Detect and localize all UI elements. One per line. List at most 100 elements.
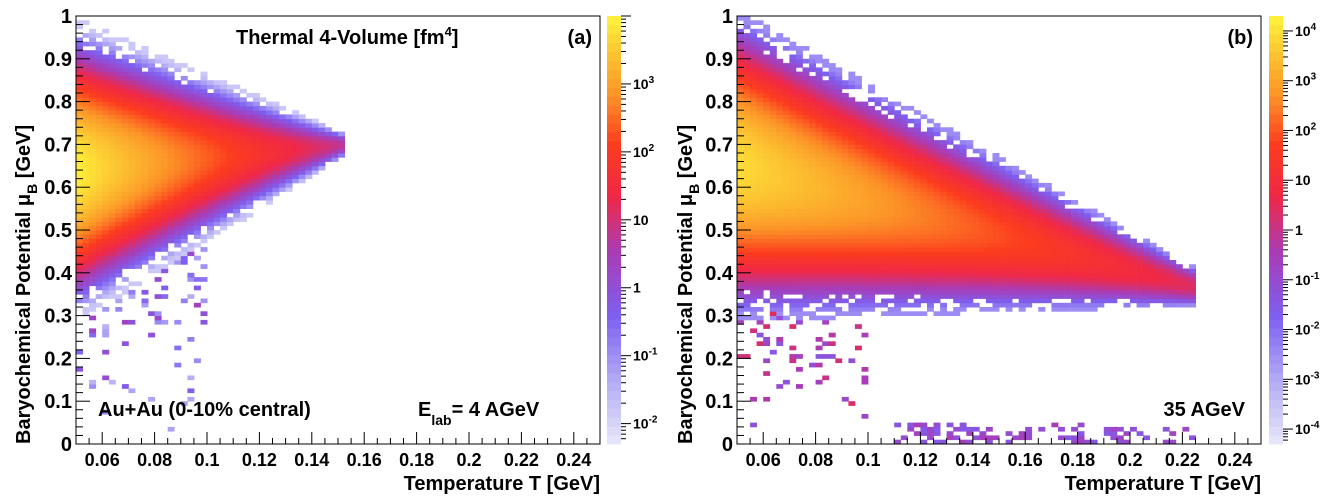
colorbar-swatch [1269, 149, 1283, 160]
heatmap-cell [193, 88, 201, 94]
heatmap-cell [1130, 255, 1137, 261]
heatmap-cell [927, 217, 934, 222]
heatmap-cell [841, 127, 849, 132]
y-tick-label: 0.1 [705, 391, 733, 413]
heatmap-cell [1103, 242, 1111, 248]
heatmap-cell [180, 101, 188, 107]
heatmap-cell [940, 165, 947, 171]
heatmap-cell [756, 277, 764, 282]
heatmap-cell [239, 200, 247, 205]
heatmap-cell [246, 178, 254, 184]
heatmap-cell [750, 46, 757, 51]
heatmap-cell [802, 127, 810, 132]
heatmap-cell [881, 255, 888, 261]
heatmap-cell [95, 208, 103, 214]
heatmap-cell [848, 221, 856, 227]
heatmap-cell [999, 174, 1006, 180]
heatmap-cell [1038, 200, 1046, 205]
heatmap-cell [946, 170, 954, 175]
heatmap-cell [953, 247, 961, 252]
heatmap-cell [154, 315, 162, 321]
heatmap-cell [292, 157, 300, 162]
heatmap-cell [809, 58, 816, 64]
heatmap-cell [796, 277, 803, 282]
heatmap-cell [809, 123, 816, 128]
heatmap-cell [1182, 277, 1190, 282]
heatmap-cell [102, 260, 110, 265]
colorbar-swatch [1269, 247, 1283, 258]
heatmap-cell [180, 260, 188, 265]
heatmap-cell [1123, 251, 1131, 257]
heatmap-cell [95, 114, 103, 120]
heatmap-cell [1005, 191, 1013, 197]
heatmap-cell [953, 255, 961, 261]
heatmap-cell [796, 217, 803, 222]
heatmap-cell [154, 187, 162, 192]
heatmap-cell [1110, 435, 1118, 441]
heatmap-cell [1116, 255, 1124, 261]
heatmap-cell [789, 157, 797, 162]
heatmap-cell [135, 174, 142, 180]
heatmap-cell [102, 375, 110, 381]
heatmap-cell [763, 285, 771, 291]
heatmap-cell [782, 208, 790, 214]
heatmap-cell [1044, 251, 1052, 257]
heatmap-cell [82, 50, 90, 55]
heatmap-cell [763, 204, 771, 209]
heatmap-cell [167, 80, 175, 85]
heatmap-cell [115, 165, 123, 171]
heatmap-cell [148, 75, 156, 81]
heatmap-cell [769, 191, 777, 197]
heatmap-cell [966, 247, 974, 252]
heatmap-cell [148, 242, 156, 248]
heatmap-cell [815, 268, 823, 274]
heatmap-cell [200, 182, 208, 188]
heatmap-cell [187, 101, 195, 107]
heatmap-cell [828, 71, 836, 77]
heatmap-cell [927, 195, 934, 201]
heatmap-cell [305, 118, 313, 124]
heatmap-cell [913, 422, 921, 428]
heatmap-cell [180, 234, 188, 239]
heatmap-cell [828, 153, 836, 158]
heatmap-cell [743, 212, 751, 218]
heatmap-cell [868, 242, 875, 248]
colorbar-swatch [607, 24, 621, 35]
heatmap-cell [246, 118, 254, 124]
heatmap-cell [252, 165, 260, 171]
heatmap-cell [809, 195, 816, 201]
heatmap-cell [102, 191, 110, 197]
heatmap-cell [887, 251, 895, 257]
heatmap-cell [848, 217, 856, 222]
heatmap-cell [881, 135, 888, 141]
heatmap-cell [298, 174, 306, 180]
heatmap-cell [1044, 238, 1052, 244]
heatmap-cell [121, 153, 129, 158]
heatmap-cell [187, 221, 195, 227]
heatmap-cell [999, 298, 1006, 304]
heatmap-cell [115, 110, 123, 115]
heatmap-cell [769, 110, 777, 115]
heatmap-cell [782, 182, 790, 188]
heatmap-cell [135, 118, 142, 124]
heatmap-cell [737, 71, 744, 77]
heatmap-cell [737, 148, 744, 154]
heatmap-cell [1031, 195, 1039, 201]
heatmap-cell [841, 396, 849, 402]
heatmap-cell [782, 277, 790, 282]
heatmap-cell [226, 135, 234, 141]
heatmap-cell [743, 174, 751, 180]
heatmap-cell [200, 217, 208, 222]
heatmap-cell [946, 217, 954, 222]
heatmap-cell [1025, 195, 1033, 201]
heatmap-cell [776, 302, 784, 308]
heatmap-cell [887, 153, 895, 158]
heatmap-cell [1044, 204, 1052, 209]
heatmap-cell [154, 212, 162, 218]
x-tick-label: 0.16 [347, 450, 382, 470]
heatmap-cell [161, 110, 169, 115]
heatmap-cell [200, 131, 208, 137]
heatmap-cell [76, 135, 83, 141]
heatmap-cell [1044, 200, 1052, 205]
heatmap-cell [1189, 298, 1196, 304]
